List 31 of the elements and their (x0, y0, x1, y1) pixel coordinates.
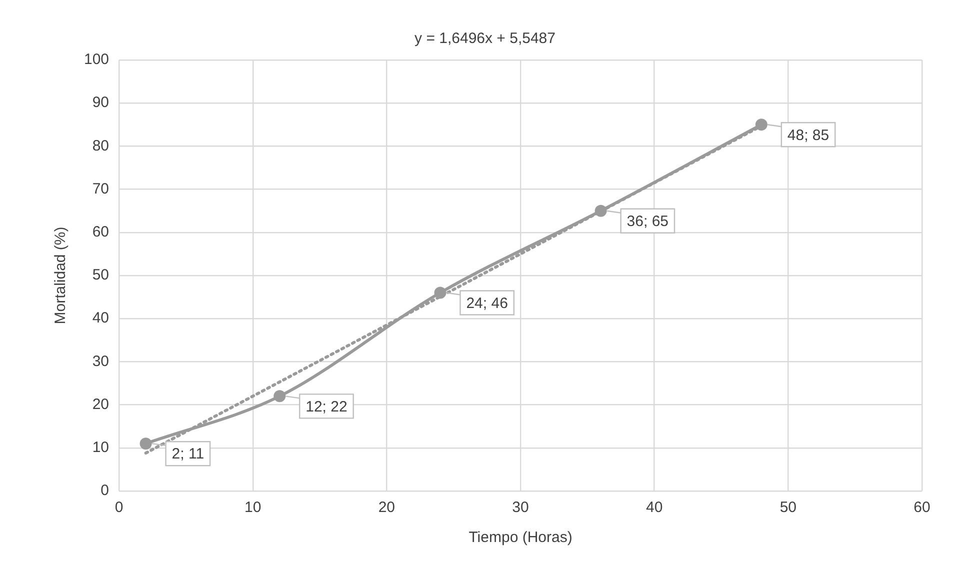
data-label: 12; 22 (306, 398, 348, 416)
y-tick-label: 90 (92, 94, 110, 112)
x-tick-label: 50 (780, 499, 797, 516)
data-label: 24; 46 (466, 294, 508, 312)
x-axis-title: Tiempo (Horas) (468, 529, 572, 546)
x-tick-label: 10 (244, 499, 262, 516)
chart-title: y = 1,6496x + 5,5487 (414, 30, 556, 48)
point (274, 390, 286, 402)
data-label: 2; 11 (172, 446, 204, 463)
y-tick-label: 40 (92, 310, 110, 327)
y-tick-label: 50 (92, 266, 110, 284)
y-tick-label: 20 (92, 396, 110, 413)
y-axis-title: Mortalidad (%) (52, 226, 70, 324)
point (434, 286, 446, 299)
y-tick-label: 100 (84, 51, 110, 68)
y-tick-label: 80 (92, 137, 110, 154)
point (755, 118, 768, 131)
x-tick-label: 0 (114, 499, 124, 516)
y-tick-label: 30 (92, 352, 110, 370)
data-label: 36; 65 (626, 212, 669, 230)
x-tick-label: 60 (914, 499, 930, 516)
x-tick-label: 20 (378, 499, 396, 516)
point (140, 438, 152, 450)
x-tick-label: 40 (646, 499, 663, 516)
point (594, 204, 607, 217)
data-label: 48; 85 (787, 126, 830, 144)
y-tick-label: 0 (100, 482, 110, 500)
y-tick-label: 70 (92, 180, 110, 198)
y-tick-label: 10 (92, 439, 110, 456)
x-tick-label: 30 (512, 499, 529, 516)
y-tick-label: 60 (92, 224, 110, 241)
